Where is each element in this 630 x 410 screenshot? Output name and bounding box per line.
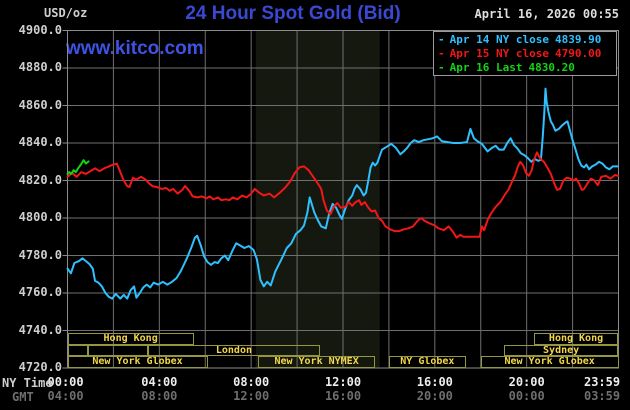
gmt-tick-label: 00:00 bbox=[508, 389, 545, 403]
ny-time-tick-label: 12:00 bbox=[324, 375, 362, 389]
page-title: 24 Hour Spot Gold (Bid) bbox=[185, 3, 401, 24]
session-box-new-york-nymex: New York NYMEX bbox=[258, 356, 376, 368]
price-line-2 bbox=[66, 159, 90, 175]
legend-line-swatch: - bbox=[438, 61, 445, 74]
ny-time-tick-label: 23:59 bbox=[583, 375, 621, 389]
price-line-1 bbox=[66, 151, 619, 239]
y-axis-tick-label: 4860.0 bbox=[18, 97, 62, 112]
y-axis-tick-label: 4740.0 bbox=[18, 322, 62, 337]
ny-time-tick-label: 04:00 bbox=[141, 375, 178, 389]
chart-datetime: April 16, 2026 00:55 bbox=[474, 7, 620, 21]
ny-time-tick-label: 20:00 bbox=[508, 375, 545, 389]
y-axis-tick-label: 4880.0 bbox=[18, 60, 62, 74]
session-box-hong-kong: Hong Kong bbox=[67, 333, 194, 345]
gmt-tick-label: 16:00 bbox=[324, 389, 362, 403]
session-box bbox=[67, 344, 89, 356]
price-line-0 bbox=[66, 87, 619, 300]
session-box bbox=[88, 344, 148, 356]
y-axis-tick-label: 4760.0 bbox=[18, 285, 62, 299]
gmt-tick-label: 08:00 bbox=[141, 389, 178, 403]
legend-line-swatch: - bbox=[438, 47, 445, 60]
legend-label: Apr 16 Last bbox=[449, 61, 523, 74]
kitco-watermark-link[interactable]: www.kitco.com bbox=[66, 38, 204, 59]
plot-border bbox=[67, 30, 619, 369]
y-axis-tick-label: 4840.0 bbox=[18, 135, 62, 149]
legend-label: Apr 14 NY close bbox=[449, 33, 549, 46]
session-box-ny-globex: NY Globex bbox=[388, 356, 466, 368]
ny-time-tick-label: 00:00 bbox=[47, 375, 84, 389]
legend-item-apr14: - Apr 14 NY close 4839.90 bbox=[438, 33, 616, 47]
session-box-new-york-globex: New York Globex bbox=[480, 356, 619, 368]
legend-item-apr15: - Apr 15 NY close 4790.00 bbox=[438, 47, 616, 61]
ny-time-tick-label: 08:00 bbox=[233, 375, 270, 389]
gmt-tick-label: 03:59 bbox=[583, 389, 621, 403]
gmt-axis-label: GMT bbox=[12, 390, 34, 404]
nymex-session-band bbox=[255, 30, 380, 368]
y-axis-unit-label: USD/oz bbox=[44, 6, 88, 20]
session-box-sydney: Sydney bbox=[503, 344, 619, 356]
legend-value: 4839.90 bbox=[554, 33, 602, 46]
gmt-tick-label: 12:00 bbox=[233, 389, 270, 403]
session-box-new-york-globex: New York Globex bbox=[67, 356, 208, 368]
legend-item-apr16: - Apr 16 Last 4830.20 bbox=[438, 61, 616, 75]
legend-label: Apr 15 NY close bbox=[449, 47, 549, 60]
y-axis-tick-label: 4800.0 bbox=[18, 210, 62, 224]
ny-time-axis-label: NY Time bbox=[2, 376, 53, 390]
session-box-hong-kong: Hong Kong bbox=[533, 333, 619, 345]
gmt-tick-label: 20:00 bbox=[416, 389, 453, 403]
gmt-tick-label: 04:00 bbox=[47, 389, 84, 403]
legend-line-swatch: - bbox=[438, 33, 445, 46]
y-axis-tick-label: 4780.0 bbox=[18, 247, 62, 262]
y-axis-tick-label: 4900.0 bbox=[18, 22, 62, 37]
y-axis-tick-label: 4820.0 bbox=[18, 172, 62, 187]
ny-time-tick-label: 16:00 bbox=[416, 375, 453, 389]
chart-legend: - Apr 14 NY close 4839.90 - Apr 15 NY close… bbox=[433, 31, 617, 76]
legend-value: 4830.20 bbox=[528, 61, 575, 74]
legend-value: 4790.00 bbox=[554, 47, 602, 60]
y-axis-tick-label: 4720.0 bbox=[18, 360, 62, 374]
session-box-london: London bbox=[147, 344, 321, 356]
